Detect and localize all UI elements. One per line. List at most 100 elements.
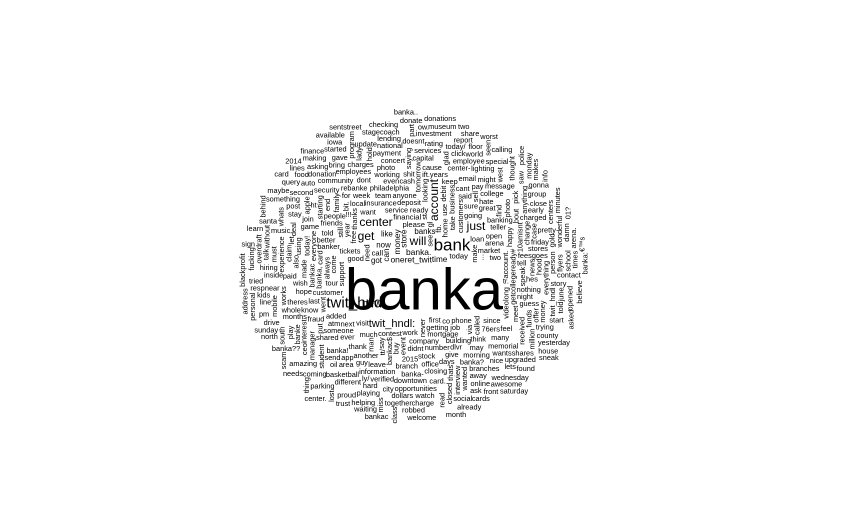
word-label: behind [258,195,267,217]
word-label: ready [410,205,429,214]
word-label: hope [296,287,312,296]
word-label: home [440,218,449,237]
word-label: center [359,215,392,229]
word-label: another [354,351,380,360]
word-label: minutes [553,187,562,213]
word-label: ift.years [422,170,448,179]
word-label: concert [381,156,405,165]
word-label: banking [487,216,513,225]
word-label: security [314,186,340,195]
word-label: nothing [517,285,541,294]
word-label: apple [302,196,311,214]
word-label: early [528,206,544,215]
word-label: photo [503,199,512,217]
word-label: share [461,129,479,138]
word-label: mortgage [427,329,458,338]
word-label: today [449,251,468,260]
word-label: asking [307,162,328,171]
word-label: read [437,393,446,408]
word-label: thank [349,342,367,351]
word-label: thanks [350,208,359,230]
word-label: debit [439,186,448,202]
word-label: someone [323,326,353,335]
word-label: verified [370,374,394,383]
word-label: basketball [326,370,360,379]
word-label: seen [483,140,492,156]
word-label: saturday [500,387,529,396]
word-label: got [371,256,383,265]
word-label: support [337,262,346,287]
word-label: away [470,371,488,380]
word-label: deposit [397,198,421,207]
word-label: stores [528,244,548,253]
word-label: doesnt [402,136,424,145]
word-label: checking [369,120,398,129]
word-label: stay [288,210,302,219]
word-label: bout [512,209,521,223]
word-label: will [409,234,427,248]
word-label: wednesday [490,373,529,382]
word-label: for [342,191,351,200]
word-label: 2015 [402,354,418,363]
word-label: works [279,286,288,307]
word-label: flyers [556,254,565,272]
word-label: month [446,410,466,419]
word-label: said [458,191,472,200]
word-label: whole [281,306,301,315]
word-label: national [377,141,403,150]
word-label: sunday [254,325,278,334]
word-label: nice [490,356,504,365]
word-label: st [420,214,429,220]
word-label: contest [378,329,402,338]
word-label: philadelphia [370,183,410,192]
word-label: floor [468,142,483,151]
word-label: anything [520,186,529,214]
word-label: funds [525,309,534,327]
word-label: arena. [569,228,578,249]
word-label: can [382,248,391,262]
word-label: arena [485,239,505,248]
word-label: banka?? [272,344,300,353]
word-label: museum [428,122,456,131]
word-label: co [442,316,450,325]
word-label: never [418,318,427,337]
word-label: card. [429,376,445,385]
word-label: since [483,316,500,325]
word-label: second [290,188,314,197]
word-label: thats [446,365,455,381]
word-label: cant [456,184,470,193]
word-label: fb. [434,224,443,232]
word-label: always [323,256,332,279]
word-label: tell [517,258,527,267]
word-label: think [470,335,486,344]
word-label: waiting [353,405,377,414]
word-label: lending [377,134,401,143]
word-label: didnt [407,344,423,353]
word-label: first [429,315,441,324]
word-label: bankac [308,263,317,287]
word-label: donation [308,169,336,178]
word-label: new [362,298,382,310]
word-label: query [282,177,301,186]
word-label: thought [507,156,516,181]
word-label: today! [302,236,311,256]
word-label: learn [247,224,263,233]
word-label: opportunities [395,384,437,393]
word-label: 76ers [482,325,501,334]
word-label: tr. [503,277,509,286]
word-label: game [301,222,319,231]
word-label: near [265,284,280,293]
word-label: banka? [460,357,484,366]
word-label: claim [285,245,294,262]
word-label: give [445,350,459,359]
word-label: charged [520,213,547,222]
word-label: banke [293,324,302,344]
word-label: house [538,346,558,355]
word-label: school [564,250,573,272]
word-label: address [240,288,249,315]
word-label: kids [257,290,270,299]
word-label: … [477,254,486,261]
word-label: find [494,205,503,217]
word-label: center. [305,394,327,403]
word-label: closed [445,383,454,404]
